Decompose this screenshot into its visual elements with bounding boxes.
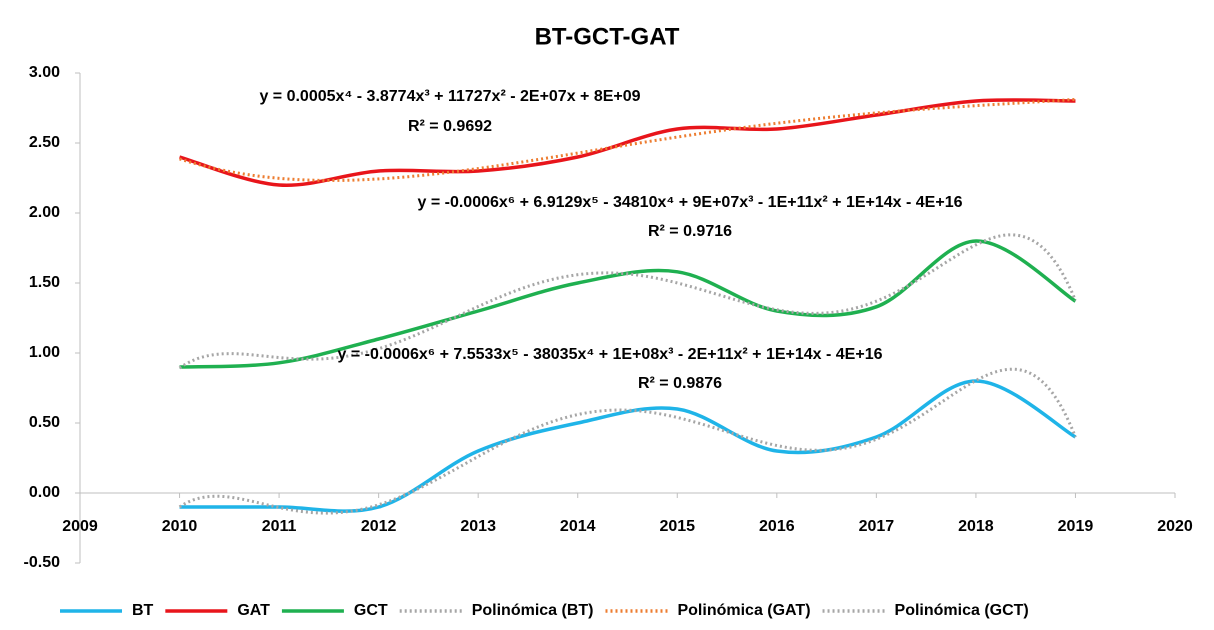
x-tick-label: 2015 xyxy=(659,518,695,535)
y-tick-label: 2.50 xyxy=(29,134,60,151)
trend-r2: R² = 0.9876 xyxy=(638,375,722,392)
x-tick-label: 2016 xyxy=(759,518,795,535)
x-tick-label: 2010 xyxy=(162,518,198,535)
trend-r2: R² = 0.9716 xyxy=(648,223,732,240)
legend-label: Polinómica (GCT) xyxy=(895,602,1029,619)
x-tick-label: 2017 xyxy=(859,518,895,535)
trend-line xyxy=(178,367,1077,515)
trend-line xyxy=(179,97,1076,182)
series-line xyxy=(179,239,1077,369)
x-tick-label: 2011 xyxy=(262,518,297,535)
x-tick-label: 2019 xyxy=(1058,518,1094,535)
x-tick-label: 2020 xyxy=(1157,518,1193,535)
chart-title: BT-GCT-GAT xyxy=(535,23,680,50)
legend-label: BT xyxy=(132,602,154,619)
x-tick-label: 2009 xyxy=(62,518,98,535)
x-tick-label: 2018 xyxy=(958,518,994,535)
x-tick-label: 2013 xyxy=(460,518,496,535)
y-tick-label: 1.50 xyxy=(29,274,60,291)
y-tick-label: 0.00 xyxy=(29,484,60,501)
trend-r2: R² = 0.9692 xyxy=(408,118,492,135)
y-tick-label: 2.00 xyxy=(29,204,60,221)
series-line xyxy=(179,98,1076,188)
trend-equation: y = -0.0006x⁶ + 6.9129x⁵ - 34810x⁴ + 9E+… xyxy=(418,194,963,211)
legend-label: GAT xyxy=(237,602,270,619)
series-line xyxy=(179,379,1077,513)
y-tick-label: 1.00 xyxy=(29,344,60,361)
y-tick-label: 0.50 xyxy=(29,414,60,431)
trend-equation: y = 0.0005x⁴ - 3.8774x³ + 11727x² - 2E+0… xyxy=(259,88,640,105)
legend-label: GCT xyxy=(354,602,388,619)
y-tick-label: -0.50 xyxy=(24,554,61,571)
legend-label: Polinómica (GAT) xyxy=(677,602,810,619)
legend-label: Polinómica (BT) xyxy=(472,602,594,619)
x-tick-label: 2014 xyxy=(560,518,596,535)
trend-line xyxy=(178,233,1077,370)
trend-equation: y = -0.0006x⁶ + 7.5533x⁵ - 38035x⁴ + 1E+… xyxy=(338,346,883,363)
x-tick-label: 2012 xyxy=(361,518,397,535)
y-tick-label: 3.00 xyxy=(29,64,60,81)
